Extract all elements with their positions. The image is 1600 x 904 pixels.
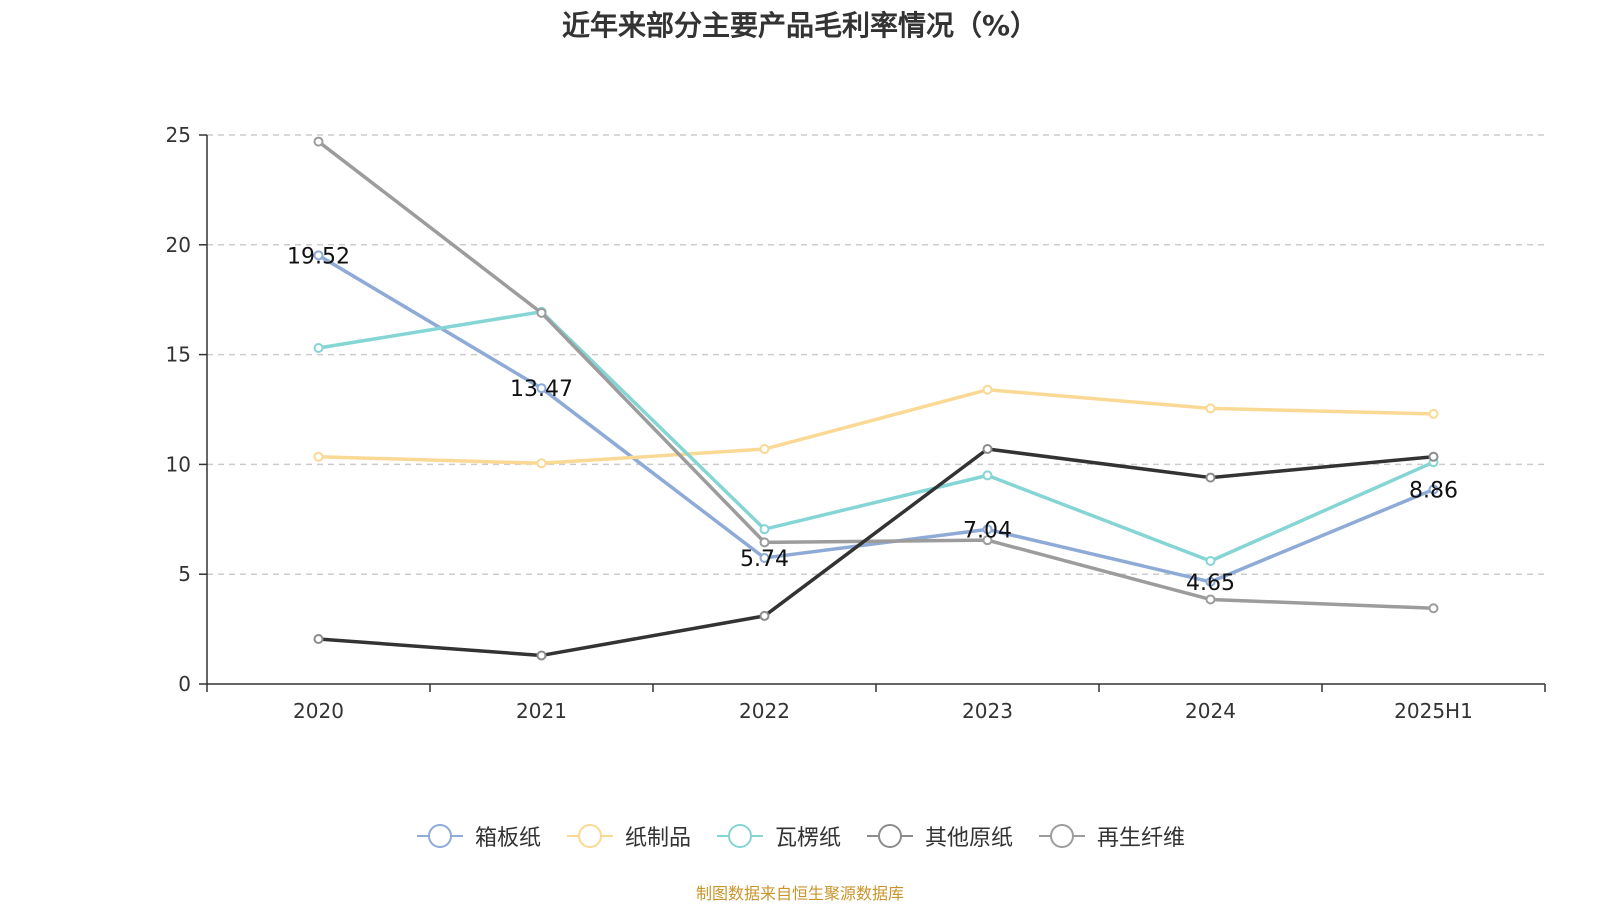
data-point <box>1205 594 1216 605</box>
series-3 <box>313 306 1439 567</box>
data-point <box>313 451 324 462</box>
data-point <box>536 383 547 394</box>
legend-label: 箱板纸 <box>474 826 541 851</box>
legend-marker-icon <box>1039 824 1086 848</box>
data-point <box>1205 403 1216 414</box>
data-point <box>1205 472 1216 483</box>
data-point <box>536 458 547 469</box>
data-point <box>536 650 547 661</box>
data-point <box>759 444 770 455</box>
legend-label: 再生纤维 <box>1097 826 1186 851</box>
legend-marker-icon <box>716 824 763 848</box>
legend-item[interactable]: 再生纤维 <box>1037 820 1185 852</box>
series-line <box>318 447 1434 658</box>
data-point <box>313 136 324 147</box>
data-label: 19.52 <box>287 244 350 269</box>
x-tick-label: 2023 <box>962 699 1013 723</box>
data-label: 5.74 <box>740 547 789 572</box>
legend-item[interactable]: 纸制品 <box>565 820 691 852</box>
legend-marker-icon <box>416 824 463 848</box>
series-line <box>318 387 1434 466</box>
data-point <box>982 524 993 535</box>
data-point <box>1428 603 1439 614</box>
chart-title: 近年来部分主要产品毛利率情况（%） <box>561 9 1039 42</box>
y-tick-label: 15 <box>166 343 191 367</box>
legend-marker-icon <box>566 824 613 848</box>
legend-item[interactable]: 瓦楞纸 <box>715 820 841 852</box>
data-point <box>536 307 547 318</box>
data-point <box>1205 576 1216 587</box>
data-point <box>1428 408 1439 419</box>
data-point <box>313 633 324 644</box>
data-point <box>982 384 993 395</box>
series-4 <box>313 444 1439 661</box>
data-label: 13.47 <box>510 377 573 402</box>
data-point <box>982 444 993 455</box>
x-tick-label: 2022 <box>739 699 790 723</box>
series-line <box>317 140 1434 610</box>
series-5 <box>313 136 1439 614</box>
data-point <box>982 535 993 546</box>
y-tick-label: 5 <box>178 562 191 586</box>
chart-legend: 箱板纸 纸制品 瓦楞纸 其他原纸 再生纤维 <box>0 820 1600 852</box>
x-tick-label: 2024 <box>1185 699 1236 723</box>
data-point <box>982 470 993 481</box>
x-tick-label: 2025H1 <box>1394 699 1473 723</box>
data-point <box>1205 556 1216 567</box>
source-note: 制图数据来自恒生聚源数据库 <box>695 884 904 903</box>
legend-item[interactable]: 其他原纸 <box>865 820 1013 852</box>
y-tick-label: 0 <box>178 672 191 696</box>
x-tick-label: 2020 <box>293 699 344 723</box>
data-label: 4.65 <box>1186 571 1235 596</box>
data-point <box>1428 484 1439 495</box>
data-point <box>759 552 770 563</box>
data-label: 8.86 <box>1409 478 1458 503</box>
legend-label: 瓦楞纸 <box>774 826 841 851</box>
legend-item[interactable]: 箱板纸 <box>415 820 541 852</box>
legend-marker-icon <box>867 824 913 848</box>
series-2 <box>313 384 1439 469</box>
x-tick-label: 2021 <box>516 699 567 723</box>
data-point <box>759 610 770 621</box>
data-point <box>759 537 770 548</box>
y-tick-label: 25 <box>166 123 191 147</box>
series-1 <box>313 250 1439 587</box>
series-line <box>317 253 1435 584</box>
data-point <box>1428 451 1439 462</box>
data-label: 7.04 <box>963 518 1012 543</box>
series-line <box>318 310 1435 563</box>
data-point <box>313 250 324 261</box>
data-point <box>313 343 324 354</box>
y-tick-label: 10 <box>166 452 191 476</box>
legend-label: 纸制品 <box>624 826 691 851</box>
y-tick-label: 20 <box>166 233 191 257</box>
legend-label: 其他原纸 <box>925 826 1014 851</box>
data-point <box>759 524 770 535</box>
